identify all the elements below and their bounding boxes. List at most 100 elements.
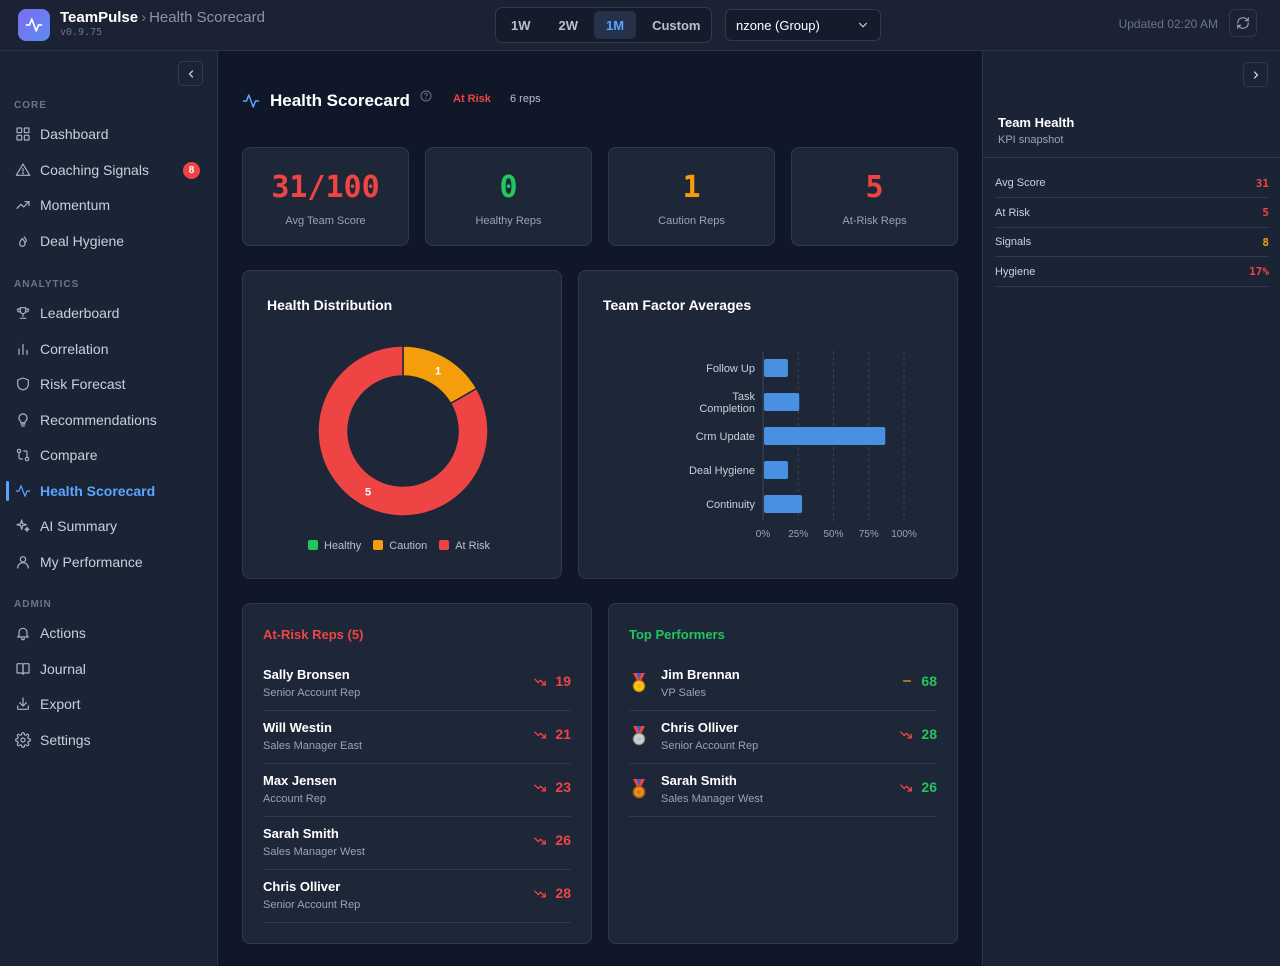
- range-button-1m[interactable]: 1M: [594, 11, 637, 39]
- top-performers-card: Top Performers Jim Brennan VP Sales 68 Chri…: [608, 603, 958, 944]
- sidebar-item-correlation[interactable]: Correlation: [0, 334, 217, 364]
- snapshot-label: Signals: [995, 236, 1032, 248]
- activity-icon: [25, 18, 43, 32]
- top-bar: TeamPulse › Health Scorecard v0.9.75 1W 2W 1…: [0, 0, 1280, 51]
- kpi-value: 1: [682, 170, 701, 205]
- refresh-button[interactable]: [1229, 9, 1257, 37]
- kpi-snapshot-row: Hygiene 17%: [995, 258, 1269, 287]
- at-risk-rep-row[interactable]: Chris Olliver Senior Account Rep 28: [263, 870, 571, 923]
- sidebar-item-compare[interactable]: Compare: [0, 440, 217, 470]
- sidebar-item-coaching-signals[interactable]: Coaching Signals 8: [0, 155, 217, 185]
- y-tick-label: Completion: [699, 403, 755, 415]
- rep-name: Max Jensen: [263, 773, 337, 788]
- top-performer-row[interactable]: Sarah Smith Sales Manager West 26: [629, 764, 937, 817]
- bar-crm-update[interactable]: [764, 427, 886, 445]
- rep-score: 26: [555, 832, 571, 848]
- kpi-label: At-Risk Reps: [842, 215, 907, 227]
- droplets-icon: [14, 232, 32, 250]
- panel-title: Team Health: [998, 115, 1075, 130]
- rep-role: Sales Manager West: [661, 793, 763, 805]
- bar-follow-up[interactable]: [764, 359, 788, 377]
- legend-swatch: [439, 540, 450, 550]
- rep-name: Chris Olliver: [263, 879, 341, 894]
- app-logo[interactable]: [18, 9, 50, 41]
- rep-name: Chris Olliver: [661, 720, 739, 735]
- at-risk-rep-row[interactable]: Sarah Smith Sales Manager West 26: [263, 817, 571, 870]
- sidebar-item-actions[interactable]: Actions: [0, 618, 217, 648]
- app-name: TeamPulse: [60, 9, 139, 26]
- sidebar-item-dashboard[interactable]: Dashboard: [0, 119, 217, 149]
- y-tick-label: Continuity: [706, 499, 755, 511]
- kpi-card: 0 Healthy Reps: [425, 147, 592, 246]
- legend-label: Caution: [389, 540, 428, 552]
- sidebar-item-leaderboard[interactable]: Leaderboard: [0, 298, 217, 328]
- trend-down-icon: [899, 728, 913, 745]
- legend-item-caution[interactable]: Caution: [373, 540, 427, 552]
- card-title: Team Factor Averages: [603, 297, 752, 313]
- snapshot-value: 31: [1255, 176, 1269, 190]
- bar-deal-hygiene[interactable]: [764, 461, 788, 479]
- bronze-medal-icon: [629, 778, 649, 803]
- legend-item-at-risk[interactable]: At Risk: [439, 540, 490, 552]
- x-tick-label: 100%: [891, 529, 917, 540]
- y-tick-label: Follow Up: [706, 363, 755, 375]
- snapshot-label: At Risk: [995, 206, 1030, 219]
- range-button-custom[interactable]: Custom: [652, 17, 701, 33]
- sidebar-item-risk-forecast[interactable]: Risk Forecast: [0, 369, 217, 399]
- range-button-1w[interactable]: 1W: [511, 17, 531, 33]
- rep-role: Senior Account Rep: [661, 740, 759, 752]
- top-performer-row[interactable]: Chris Olliver Senior Account Rep 28: [629, 711, 937, 764]
- bar-task-completion[interactable]: [764, 393, 800, 411]
- chart-legend: Healthy Caution At Risk: [308, 540, 490, 552]
- donut-slice-label: 5: [365, 487, 371, 499]
- sidebar-item-health-scorecard[interactable]: Health Scorecard: [0, 476, 217, 506]
- at-risk-rep-row[interactable]: Max Jensen Account Rep 23: [263, 764, 571, 817]
- at-risk-rep-row[interactable]: Will Westin Sales Manager East 21: [263, 711, 571, 764]
- group-select[interactable]: nzone (Group): [725, 9, 881, 41]
- sidebar-item-ai-summary[interactable]: AI Summary: [0, 511, 217, 541]
- top-performer-row[interactable]: Jim Brennan VP Sales 68: [629, 658, 937, 711]
- main-content: Health Scorecard At Risk 6 reps Health D…: [218, 51, 982, 966]
- trend-flat-icon: [901, 675, 913, 690]
- sidebar-item-label: Correlation: [40, 340, 109, 357]
- bell-icon: [14, 624, 32, 642]
- snapshot-label: Avg Score: [995, 177, 1046, 189]
- trend-down-icon: [533, 781, 547, 798]
- sidebar-item-recommendations[interactable]: Recommendations: [0, 405, 217, 435]
- sidebar-collapse-button[interactable]: [178, 61, 203, 86]
- rep-role: Senior Account Rep: [263, 687, 361, 699]
- date-range-selector: 1W 2W 1M Custom: [495, 7, 712, 43]
- sidebar-item-momentum[interactable]: Momentum: [0, 190, 217, 220]
- rep-score: 26: [921, 779, 937, 795]
- kpi-snapshot-row: Signals 8: [995, 228, 1269, 257]
- kpi-snapshot-row: Avg Score 31: [995, 169, 1269, 198]
- divider: [983, 157, 1280, 158]
- kpi-snapshot-row: At Risk 5: [995, 199, 1269, 228]
- group-select-value: nzone (Group): [736, 17, 820, 33]
- status-badge: At Risk: [453, 93, 491, 105]
- silver-medal-icon: [629, 725, 649, 750]
- help-icon: [420, 90, 432, 102]
- legend-label: At Risk: [455, 540, 491, 552]
- sidebar-item-label: Risk Forecast: [40, 376, 126, 392]
- bar-continuity[interactable]: [764, 495, 803, 513]
- range-button-2w[interactable]: 2W: [558, 17, 579, 33]
- kpi-value: 5: [865, 170, 884, 205]
- sidebar-item-label: Settings: [40, 731, 91, 748]
- gold-medal-icon: [629, 672, 649, 697]
- sidebar-item-settings[interactable]: Settings: [0, 725, 217, 755]
- sidebar-item-my-performance[interactable]: My Performance: [0, 547, 217, 577]
- snapshot-value: 17%: [1249, 265, 1269, 278]
- rep-role: Senior Account Rep: [263, 899, 361, 911]
- sidebar-item-deal-hygiene[interactable]: Deal Hygiene: [0, 226, 217, 256]
- at-risk-rep-row[interactable]: Sally Bronsen Senior Account Rep 19: [263, 658, 571, 711]
- sidebar-item-export[interactable]: Export: [0, 689, 217, 719]
- donut-slice-at-risk[interactable]: [317, 345, 489, 517]
- y-tick-label: Deal Hygiene: [689, 465, 755, 477]
- sidebar-item-journal[interactable]: Journal: [0, 654, 217, 684]
- legend-item-healthy[interactable]: Healthy: [308, 540, 361, 552]
- right-panel: Team Health KPI snapshot Avg Score 31 At R…: [982, 51, 1280, 966]
- right-panel-toggle-button[interactable]: [1243, 62, 1268, 87]
- sidebar: CORE Dashboard Coaching Signals 8 Momentum De…: [0, 51, 218, 966]
- sidebar-item-label: Deal Hygiene: [40, 232, 125, 249]
